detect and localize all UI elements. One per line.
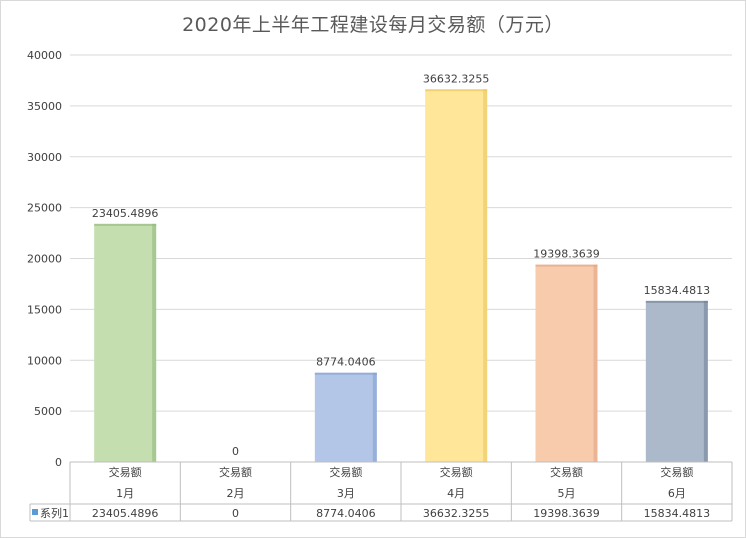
y-tick-label-15000: 15000 [27,303,62,316]
category-label-5: 5月 [558,487,576,500]
y-tick-label-25000: 25000 [27,202,62,215]
bar-top-6 [645,300,708,303]
bar-top-5 [535,264,598,267]
category-group-label-6: 交易额 [660,465,693,479]
legend-series-name: 系列1 [40,506,69,520]
legend-marker [32,509,38,515]
y-tick-label-30000: 30000 [27,151,62,164]
y-tick-label-40000: 40000 [27,49,62,62]
bar-top-4 [425,89,488,92]
category-label-6: 6月 [668,487,686,500]
data-label-1: 23405.4896 [92,207,158,220]
chart-title: 2020年上半年工程建设每月交易额（万元） [182,14,564,36]
data-label-5: 19398.3639 [533,248,599,261]
bar-top-1 [94,223,157,226]
category-label-3: 3月 [337,487,355,500]
bar-1 [94,223,157,462]
category-group-label-1: 交易额 [109,465,142,479]
y-tick-label-10000: 10000 [27,354,62,367]
bar-shade-3 [372,372,377,462]
category-label-4: 4月 [447,487,465,500]
bar-shade-4 [483,89,488,463]
bar-3 [314,372,377,462]
data-label-6: 15834.4813 [644,284,710,297]
category-group-label-5: 交易额 [550,465,583,479]
data-label-4: 36632.3255 [423,72,489,85]
table-value-2: 0 [232,507,239,520]
data-label-3: 8774.0406 [316,356,376,369]
y-tick-label-0: 0 [55,456,62,469]
bar-5 [535,264,598,462]
y-tick-label-35000: 35000 [27,100,62,113]
bar-4 [425,89,488,463]
table-value-4: 36632.3255 [423,507,489,520]
table-value-1: 23405.4896 [92,507,158,520]
bar-6 [645,300,708,462]
category-label-2: 2月 [227,487,245,500]
data-label-2: 0 [232,445,239,458]
table-value-3: 8774.0406 [316,507,376,520]
category-group-label-2: 交易额 [219,465,252,479]
y-tick-label-5000: 5000 [34,405,62,418]
bar-shade-6 [703,300,708,462]
y-tick-label-20000: 20000 [27,253,62,266]
category-group-label-4: 交易额 [440,465,473,479]
table-value-5: 19398.3639 [533,507,599,520]
category-label-1: 1月 [116,487,134,500]
bar-top-3 [314,372,377,375]
category-group-label-3: 交易额 [329,465,362,479]
bar-shade-5 [593,264,598,462]
table-value-6: 15834.4813 [644,507,710,520]
bar-shade-1 [152,223,157,462]
